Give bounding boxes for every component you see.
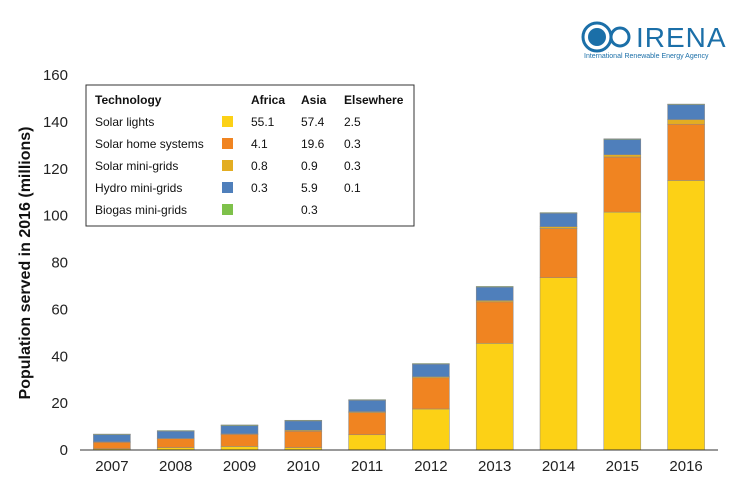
x-tick-label: 2009 xyxy=(223,458,256,475)
legend-header: Africa xyxy=(251,93,285,107)
bar-segment xyxy=(603,156,642,213)
bar-segment xyxy=(284,419,323,422)
legend-label: Hydro mini-grids xyxy=(95,181,182,195)
y-tick-label: 0 xyxy=(60,442,68,459)
legend: Technology Africa Asia Elsewhere Solar light… xyxy=(85,84,415,227)
legend-label: Solar home systems xyxy=(95,137,204,151)
bar-segment xyxy=(475,301,514,344)
bar-segment xyxy=(156,430,195,432)
legend-value: 5.9 xyxy=(301,181,318,195)
x-tick-label: 2016 xyxy=(669,458,702,475)
x-tick-label: 2008 xyxy=(159,458,192,475)
bar-segment xyxy=(284,431,323,448)
bar-segment xyxy=(667,123,705,181)
bar-segment xyxy=(156,438,195,448)
bar-segment xyxy=(220,424,259,426)
bar-segment xyxy=(220,446,259,451)
bar-segment xyxy=(348,400,386,412)
legend-box xyxy=(85,84,415,227)
y-axis-ticks: 0 20 40 60 80 100 120 140 160 xyxy=(43,67,68,459)
bar-segment xyxy=(412,377,450,410)
y-tick-label: 100 xyxy=(43,208,68,225)
legend-value: 4.1 xyxy=(251,137,268,151)
y-tick-label: 60 xyxy=(51,301,68,318)
bar-segment xyxy=(603,154,642,158)
bar-segment xyxy=(603,211,642,451)
legend-label: Solar mini-grids xyxy=(95,159,178,173)
x-axis-ticks: 2007 2008 2009 2010 2011 2012 2013 2014 2015 2016 xyxy=(95,458,703,475)
legend-value: 0.3 xyxy=(251,181,268,195)
bar-segment xyxy=(220,425,259,435)
bar-segment xyxy=(348,412,386,436)
legend-value: 0.3 xyxy=(301,203,318,217)
x-tick-label: 2012 xyxy=(414,458,447,475)
x-tick-label: 2013 xyxy=(478,458,511,475)
legend-value: 0.1 xyxy=(344,181,361,195)
bar-segment xyxy=(667,119,705,125)
bar-segment xyxy=(475,286,514,301)
bar-segment xyxy=(475,286,514,288)
legend-value: 0.3 xyxy=(344,137,361,151)
x-tick-label: 2007 xyxy=(95,458,128,475)
bar-segment xyxy=(539,277,578,451)
y-tick-label: 80 xyxy=(51,255,68,272)
x-tick-label: 2015 xyxy=(606,458,639,475)
bar-segment xyxy=(667,180,705,451)
legend-swatch xyxy=(222,182,233,193)
bar-segment xyxy=(220,434,259,447)
bar-segment xyxy=(603,138,642,140)
bar-segment xyxy=(539,212,578,214)
bar-segment xyxy=(348,434,386,451)
bar-segment xyxy=(93,442,131,450)
bar-segment xyxy=(412,363,450,365)
logo-title: IRENA xyxy=(636,22,727,53)
legend-swatch xyxy=(222,116,233,127)
legend-value: 55.1 xyxy=(251,115,275,129)
y-tick-label: 120 xyxy=(43,161,68,178)
bar-segment xyxy=(412,363,450,377)
bar-segment xyxy=(348,399,386,401)
bar-segment xyxy=(475,343,514,451)
bar-segment xyxy=(412,408,450,451)
legend-header: Asia xyxy=(301,93,327,107)
legend-header: Technology xyxy=(95,93,162,107)
x-tick-label: 2014 xyxy=(542,458,575,475)
legend-value: 2.5 xyxy=(344,115,361,129)
y-tick-label: 40 xyxy=(51,348,68,365)
legend-value: 0.8 xyxy=(251,159,268,173)
bar-segment xyxy=(603,139,642,155)
legend-label: Solar lights xyxy=(95,115,154,129)
y-axis-label: Population served in 2016 (millions) xyxy=(17,127,34,400)
bar-segment xyxy=(667,103,705,106)
y-tick-label: 140 xyxy=(43,114,68,131)
x-tick-label: 2011 xyxy=(351,458,383,475)
bar-segment xyxy=(93,433,131,436)
legend-header: Elsewhere xyxy=(344,93,404,107)
bar-segment xyxy=(539,226,578,229)
bar-segment xyxy=(539,228,578,278)
legend-swatch xyxy=(222,160,233,171)
legend-swatch xyxy=(222,204,233,215)
legend-value: 0.3 xyxy=(344,159,361,173)
legend-value: 19.6 xyxy=(301,137,325,151)
bar-segment xyxy=(156,431,195,439)
bars-group xyxy=(93,103,705,451)
x-tick-label: 2010 xyxy=(287,458,320,475)
legend-swatch xyxy=(222,138,233,149)
legend-label: Biogas mini-grids xyxy=(95,203,187,217)
y-tick-label: 160 xyxy=(43,67,68,84)
logo-subtitle: International Renewable Energy Agency xyxy=(584,53,709,60)
bar-segment xyxy=(93,434,131,443)
bar-segment xyxy=(539,213,578,227)
bar-segment xyxy=(284,420,323,431)
y-tick-label: 20 xyxy=(51,395,68,412)
bar-segment xyxy=(667,104,705,120)
legend-value: 0.9 xyxy=(301,159,318,173)
irena-logo: IRENA International Renewable Energy Age… xyxy=(581,21,727,60)
legend-value: 57.4 xyxy=(301,115,325,129)
